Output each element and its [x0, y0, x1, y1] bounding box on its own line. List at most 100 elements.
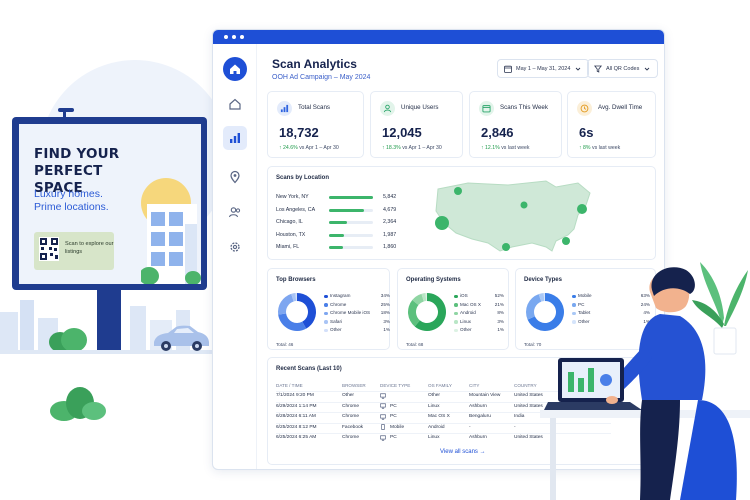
table-cell-city: Bengaluru [469, 414, 491, 419]
location-row[interactable]: New York, NY 5,842 [276, 194, 401, 202]
donut-slice[interactable] [526, 294, 542, 320]
nav-home[interactable] [223, 57, 247, 81]
window-dot[interactable] [224, 35, 228, 39]
donut-slice[interactable] [414, 293, 446, 331]
kpi-value: 12,045 [382, 125, 422, 140]
kpi-delta-value: ↑ 18.3% [382, 145, 401, 151]
window-dot[interactable] [240, 35, 244, 39]
location-bar [329, 208, 365, 212]
os-donut-chart[interactable] [406, 291, 448, 333]
legend-swatch [324, 328, 328, 332]
legend-label: Chrome [330, 301, 347, 307]
donut-slice[interactable] [278, 313, 307, 331]
kpi-card-scans-this-week[interactable]: Scans This Week 2,846 ↑ 12.1% vs last we… [469, 91, 562, 158]
kpi-compare: vs Apr 1 – Apr 30 [299, 145, 339, 151]
section-title: Recent Scans (Last 10) [276, 366, 342, 372]
legend-swatch [454, 328, 458, 332]
view-all-scans-link[interactable]: View all scans → [440, 449, 486, 455]
table-cell-device: PC [390, 435, 397, 440]
bar-chart-icon [280, 104, 289, 113]
table-cell-date: 6/25/2024 8:12 PM [276, 424, 317, 430]
donut-slice[interactable] [412, 293, 424, 306]
donut-slice[interactable] [527, 293, 564, 331]
donut-slice[interactable] [278, 293, 294, 315]
billboard-ad: FIND YOUR PERFECT SPACE Luxury homes. Pr… [19, 124, 201, 284]
us-map[interactable] [428, 171, 608, 257]
table-cell-city: - [469, 424, 471, 430]
location-bar [329, 246, 343, 249]
legend-value: 52% [494, 293, 504, 298]
section-title: Device Types [524, 277, 562, 283]
location-row[interactable]: Houston, TX 1,987 [276, 232, 401, 240]
table-cell-browser: Chrome [342, 435, 360, 440]
donut-slice[interactable] [291, 293, 297, 302]
map-marker[interactable] [577, 204, 587, 214]
legend-value: 18% [380, 310, 390, 315]
browsers-donut-chart[interactable] [276, 291, 318, 333]
home-icon [230, 64, 240, 74]
map-marker[interactable] [435, 216, 449, 230]
map-marker[interactable] [520, 201, 528, 209]
filter-icon [594, 65, 602, 73]
headline-line-2: PERFECT SPACE [34, 163, 103, 196]
donut-slice[interactable] [543, 293, 545, 302]
nav-users[interactable] [223, 200, 247, 224]
legend-swatch [324, 294, 328, 298]
scans-by-location-card: Scans by Location New York, NY 5,842 Los A… [267, 166, 656, 260]
legend-value: 24% [640, 301, 650, 307]
table-header[interactable]: DEVICE TYPE [380, 383, 411, 388]
legend-swatch [454, 311, 458, 315]
table-header[interactable]: COUNTRY [514, 383, 537, 388]
kpi-card-unique-users[interactable]: Unique Users 12,045 ↑ 18.3% vs Apr 1 – A… [370, 91, 463, 158]
date-range-picker[interactable]: May 1 – May 31, 2024 [497, 59, 590, 78]
table-cell-device: PC [390, 414, 397, 419]
nav-settings[interactable] [223, 235, 247, 259]
table-header[interactable]: BROWSER [342, 383, 366, 388]
nav-analytics[interactable] [223, 126, 247, 150]
table-header[interactable]: CITY [469, 383, 480, 388]
legend-value: 63% [640, 293, 650, 298]
qr-code-filter[interactable]: All QR Codes [587, 59, 659, 78]
calendar-icon [482, 105, 491, 113]
nav-locations[interactable] [223, 165, 247, 189]
location-count: 5,842 [383, 194, 397, 200]
legend-item: Other 1% [572, 319, 650, 326]
car-illustration [154, 325, 209, 351]
billboard-headline: FIND YOUR PERFECT SPACE [34, 146, 154, 197]
nav-overview[interactable] [223, 92, 247, 116]
table-cell-browser: Chrome [342, 403, 360, 409]
donut-slice[interactable] [421, 293, 427, 302]
table-cell-country: United States [514, 403, 543, 409]
donut-slice[interactable] [408, 299, 420, 327]
monitor-icon [380, 392, 386, 399]
location-bar [329, 233, 344, 237]
window-dot[interactable] [232, 35, 236, 39]
location-row[interactable]: Miami, FL 1,860 [276, 244, 401, 252]
donut-slice[interactable] [295, 293, 297, 302]
tagline-line-2: Prime locations. [34, 201, 109, 213]
map-marker[interactable] [454, 187, 462, 195]
kpi-card-avg-dwell-time[interactable]: Avg. Dwell Time 6s ↑ 8% vs last week [567, 91, 656, 158]
legend-label: Tablet [578, 310, 591, 315]
legend-swatch [572, 320, 576, 324]
table-header[interactable]: DATE / TIME [276, 383, 303, 388]
table-header[interactable]: OS FAMILY [428, 383, 452, 388]
chevron-down-icon [645, 67, 650, 71]
location-row[interactable]: Chicago, IL 2,364 [276, 219, 401, 227]
kpi-card-total-scans[interactable]: Total Scans 18,732 ↑ 24.6% vs Apr 1 – Ap… [267, 91, 364, 158]
location-row[interactable]: Los Angeles, CA 4,679 [276, 207, 401, 215]
location-city: New York, NY [276, 194, 309, 200]
devices-donut-chart[interactable] [524, 291, 566, 333]
legend-swatch [572, 294, 576, 298]
top-browsers-card: Top Browsers Instagram 34% Chrome 25% Chrome… [267, 268, 390, 350]
section-title: Scans by Location [276, 175, 330, 181]
donut-slice[interactable] [425, 293, 427, 302]
table-cell-country: United States [514, 393, 543, 398]
location-bar-track [329, 196, 373, 199]
kpi-compare: vs last week [592, 145, 621, 151]
donut-slice[interactable] [538, 293, 545, 302]
donut-slice[interactable] [297, 293, 316, 329]
legend-item: Instagram 34% [324, 293, 390, 300]
map-marker[interactable] [562, 237, 570, 245]
map-marker[interactable] [502, 243, 510, 251]
